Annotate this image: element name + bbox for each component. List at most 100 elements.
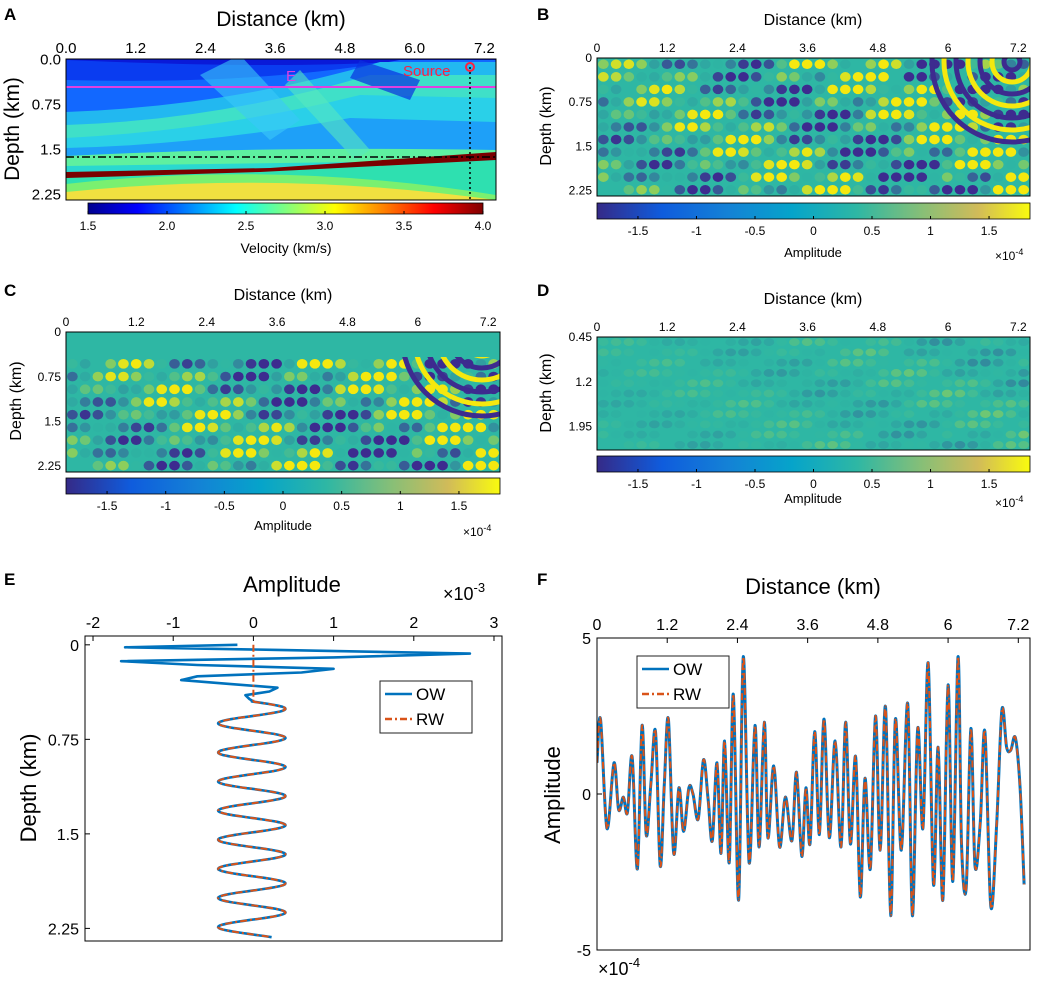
wave-blob — [181, 358, 193, 369]
wave-blob — [194, 384, 206, 395]
wave-blob — [801, 59, 813, 70]
wave-blob — [865, 338, 877, 347]
x-tick-label: 3.6 — [797, 617, 819, 634]
wave-blob — [623, 430, 635, 439]
wave-blob — [699, 72, 711, 82]
wave-blob — [1005, 379, 1017, 388]
wave-blob — [636, 430, 647, 439]
panel-d-colorbar-label: Amplitude — [784, 491, 842, 506]
y-tick-label: 0.0 — [40, 51, 61, 68]
panel-d-xlabel: Distance (km) — [764, 291, 863, 308]
wave-blob — [143, 397, 155, 407]
wave-blob — [878, 390, 889, 398]
wave-blob — [386, 448, 397, 458]
x-tick-label: 3.6 — [265, 40, 286, 57]
wave-blob — [245, 435, 257, 446]
wave-blob — [725, 430, 737, 439]
wave-blob — [674, 147, 686, 157]
wave-blob — [801, 147, 813, 157]
wave-blob — [916, 72, 928, 82]
wave-blob — [623, 399, 635, 408]
wave-blob — [763, 159, 775, 170]
wave-blob — [220, 422, 231, 433]
wave-blob — [993, 369, 1004, 377]
wave-blob — [360, 435, 372, 446]
wavefront-ring — [929, 58, 1030, 145]
panel-f-exponent: ×10-4 — [598, 955, 640, 979]
wave-blob — [105, 358, 117, 369]
wave-blob — [207, 422, 219, 433]
wave-blob — [610, 338, 622, 347]
colorbar-tick-label: 0 — [810, 224, 817, 238]
wave-blob — [954, 420, 966, 429]
wave-blob — [220, 371, 231, 382]
wave-blob — [373, 358, 385, 369]
wave-blob — [827, 172, 838, 182]
wave-blob — [802, 369, 813, 377]
wave-blob — [980, 184, 991, 195]
wave-blob — [789, 72, 800, 82]
wave-blob — [623, 134, 635, 145]
wave-blob — [967, 358, 979, 367]
wave-blob — [776, 430, 788, 439]
wave-blob — [725, 72, 737, 82]
wave-blob — [687, 369, 698, 377]
colorbar-tick-label: -0.5 — [745, 224, 766, 238]
wave-blob — [890, 430, 902, 439]
panel-f-title: Distance (km) — [745, 574, 881, 599]
wave-blob — [488, 422, 499, 433]
panel-a-xticks: 0.0 1.2 2.4 3.6 4.8 6.0 7.2 — [56, 40, 495, 63]
colorbar-tick-label: -1 — [691, 477, 702, 491]
wave-blob — [475, 422, 487, 433]
wavefront-ring — [965, 58, 1030, 109]
wave-blob — [674, 358, 686, 367]
wave-blob — [610, 72, 622, 82]
wave-blob — [852, 430, 864, 439]
wave-blob — [67, 371, 78, 382]
wave-blob — [271, 384, 282, 395]
wave-blob — [195, 461, 206, 471]
wave-blob — [661, 97, 673, 107]
wave-blob — [1018, 147, 1029, 157]
wave-blob — [776, 122, 788, 132]
wave-blob — [827, 122, 838, 132]
wave-blob — [712, 184, 724, 195]
wave-blob — [232, 409, 244, 420]
wave-blob — [335, 384, 346, 395]
wave-blob — [839, 420, 851, 429]
wave-blob — [636, 358, 647, 367]
wave-blob — [751, 441, 762, 449]
wave-blob — [169, 460, 180, 471]
wave-blob — [789, 84, 800, 95]
wave-blob — [1018, 410, 1029, 418]
wave-blob — [776, 369, 788, 377]
wave-blob — [1018, 390, 1029, 398]
wave-blob — [852, 379, 864, 388]
wave-blob — [92, 409, 104, 420]
colorbar-tick-label: 1.5 — [451, 499, 468, 513]
panel-a-ylabel: Depth (km) — [1, 77, 24, 181]
wave-blob — [462, 422, 474, 433]
wave-blob — [1005, 147, 1017, 157]
wave-blob — [611, 431, 622, 439]
wave-blob — [929, 110, 940, 120]
wave-blob — [335, 422, 346, 433]
wave-blob — [827, 159, 838, 170]
wave-blob — [386, 423, 397, 433]
wave-blob — [322, 358, 334, 369]
wave-blob — [156, 397, 168, 407]
wave-blob — [916, 379, 927, 387]
wave-blob — [789, 358, 800, 367]
wave-blob — [764, 441, 775, 449]
wave-blob — [598, 97, 609, 107]
wave-blob — [878, 134, 889, 145]
wave-blob — [105, 371, 117, 382]
wave-blob — [674, 172, 685, 182]
wave-blob — [712, 159, 724, 170]
wave-blob — [801, 134, 813, 145]
wave-blob — [725, 185, 736, 195]
wave-blob — [763, 420, 775, 429]
wave-blob — [1005, 338, 1017, 347]
wave-blob — [750, 410, 762, 418]
wave-blob — [852, 184, 864, 195]
